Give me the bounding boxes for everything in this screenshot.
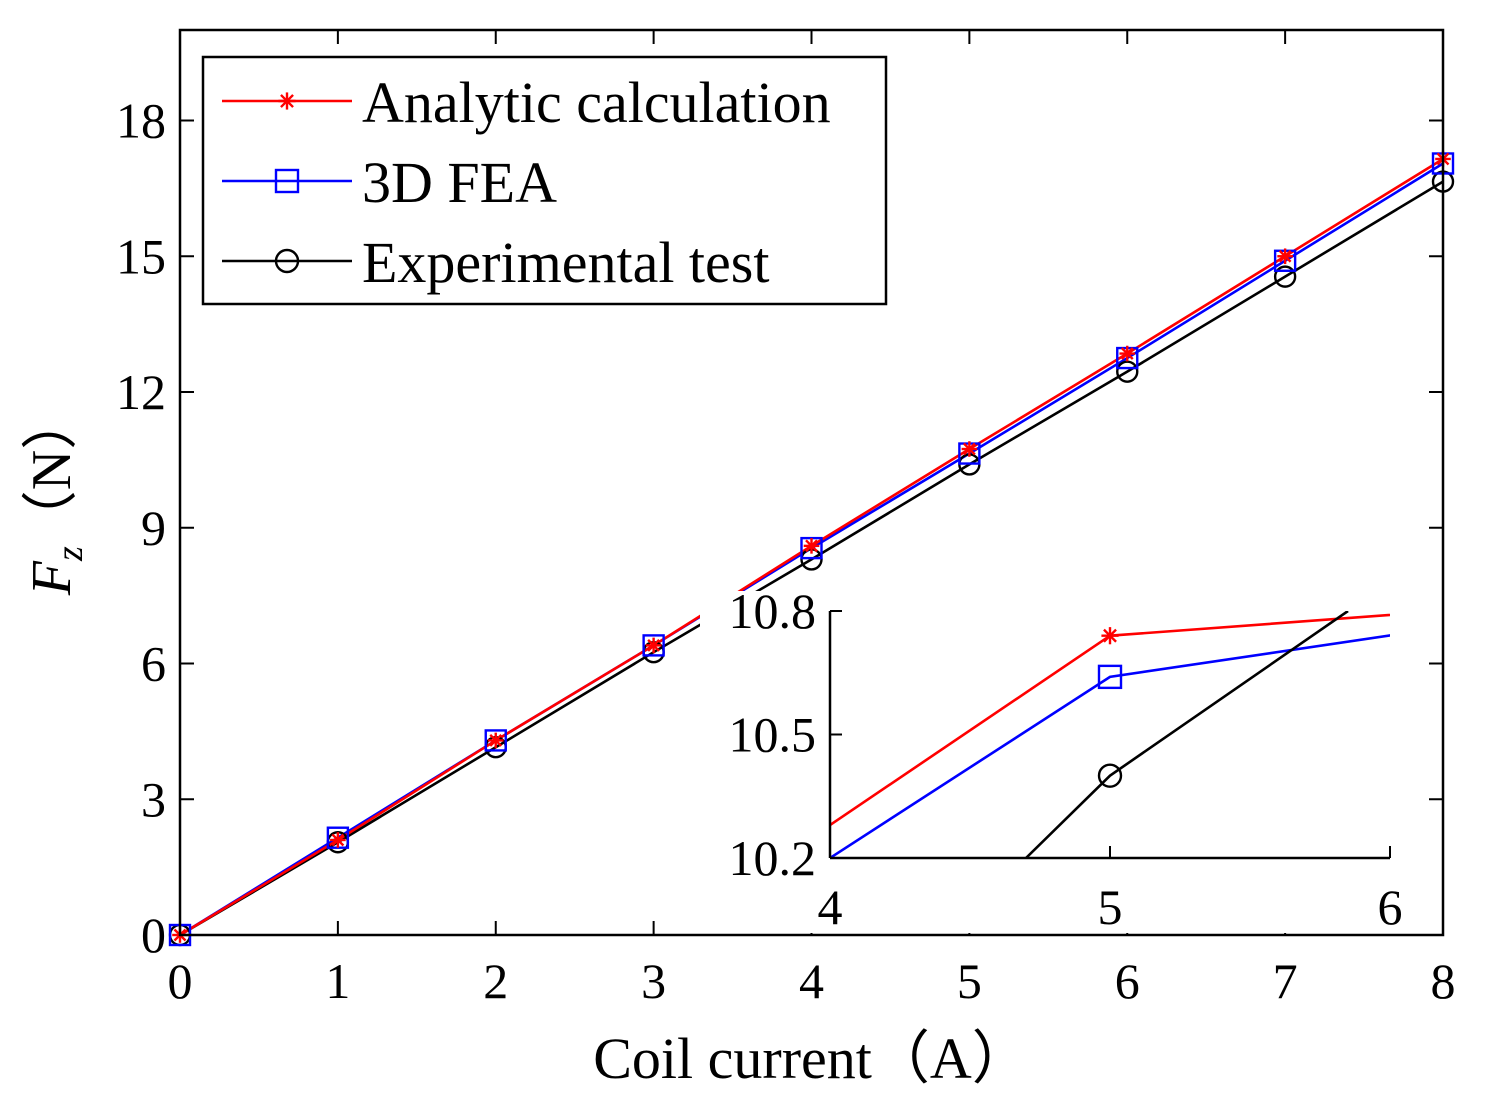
- data-point-asterisk-stroke: [489, 734, 503, 747]
- inset-x-tick-label: 4: [818, 879, 843, 935]
- data-point-asterisk-stroke: [963, 442, 976, 456]
- y-tick-label: 3: [141, 771, 166, 827]
- data-point-asterisk-stroke: [1278, 249, 1292, 263]
- legend-marker-circle-shape: [274, 248, 300, 274]
- plot-frame: [178, 28, 1445, 937]
- inset-y-tick-label: 10.2: [729, 830, 817, 886]
- inset-x-tick-label: 5: [1098, 879, 1123, 935]
- legend-marker-square-shape: [274, 168, 300, 194]
- legend-label: 3D FEA: [362, 150, 557, 215]
- x-tick-label: 4: [799, 953, 824, 1009]
- data-point-asterisk-stroke: [805, 539, 818, 553]
- data-point-asterisk-stroke: [1120, 347, 1134, 360]
- inset-data-point-circle-shape: [1097, 763, 1123, 788]
- x-tick-label: 6: [1115, 953, 1140, 1009]
- x-tick-label: 0: [168, 953, 193, 1009]
- data-point-asterisk-stroke: [647, 639, 660, 652]
- data-point-asterisk-stroke: [331, 833, 345, 847]
- series-line-circle: [179, 180, 1444, 937]
- inset-y-tick-label: 10.8: [729, 583, 817, 639]
- y-tick-label: 18: [116, 93, 166, 149]
- inset-x-tick-label: 6: [1378, 879, 1403, 935]
- inset-background: [700, 591, 1410, 933]
- data-point-square: [642, 634, 665, 657]
- x-tick-label: 8: [1431, 953, 1456, 1009]
- inset-series-line-square: [830, 634, 1390, 858]
- data-point-circle: [1273, 265, 1297, 288]
- data-point-square: [484, 729, 507, 752]
- y-tick-label: 12: [116, 364, 166, 420]
- legend-marker-asterisk-stroke: [280, 94, 294, 108]
- data-point-circle-shape: [1273, 265, 1297, 288]
- data-point-circle-shape: [1116, 360, 1139, 383]
- data-point-square-shape: [484, 729, 507, 752]
- x-tick-label: 3: [641, 953, 666, 1009]
- x-tick-label: 5: [957, 953, 982, 1009]
- y-axis-ticks: 0 3 6 9 12 15 18: [116, 93, 1443, 963]
- x-tick-label: 7: [1273, 953, 1298, 1009]
- legend-marker-square: [274, 168, 300, 194]
- y-axis-label-units: （N）: [21, 394, 83, 546]
- inset-data-point-asterisk-stroke: [1103, 628, 1117, 643]
- y-tick-label: 6: [141, 636, 166, 692]
- x-axis-ticks: 0 1 2 3 4 5 6 7 8: [168, 30, 1456, 1009]
- y-tick-label: 0: [141, 907, 166, 963]
- data-point-asterisk: [1119, 345, 1136, 362]
- main-series: [168, 151, 1455, 947]
- legend-label: Experimental test: [362, 230, 769, 295]
- data-point-asterisk: [1277, 248, 1293, 265]
- inset-y-tick-label: 10.5: [729, 707, 817, 763]
- data-point-asterisk: [487, 732, 504, 749]
- inset-data-point-square: [1097, 664, 1123, 690]
- inset-data-point-asterisk: [1101, 627, 1119, 645]
- legend: Analytic calculation 3D FEA Experimental t…: [201, 55, 888, 306]
- x-tick-label: 1: [325, 953, 350, 1009]
- y-tick-label: 9: [141, 500, 166, 556]
- data-point-asterisk: [803, 538, 820, 554]
- y-axis-label-subscript: z: [49, 546, 91, 562]
- data-point-asterisk: [330, 832, 346, 848]
- legend-label: Analytic calculation: [362, 70, 831, 135]
- data-point-square-shape: [642, 634, 665, 657]
- data-point-circle: [1116, 360, 1139, 383]
- inset-chart: 4 5 6 10.2 10.5 10.8: [700, 583, 1410, 935]
- x-tick-label: 2: [483, 953, 508, 1009]
- data-point-asterisk: [645, 637, 662, 654]
- y-axis-label: Fz（N）: [21, 394, 91, 596]
- legend-marker-asterisk: [278, 92, 296, 110]
- legend-marker-circle: [274, 248, 300, 274]
- x-axis-label: Coil current（A）: [593, 1026, 1030, 1091]
- y-axis-label-symbol: F: [21, 560, 83, 596]
- inset-data-point-circle: [1097, 763, 1123, 788]
- inset-series-line-circle: [1025, 611, 1349, 858]
- inset-data-point-square-shape: [1097, 664, 1123, 690]
- data-point-asterisk: [961, 441, 978, 457]
- y-tick-label: 15: [116, 228, 166, 284]
